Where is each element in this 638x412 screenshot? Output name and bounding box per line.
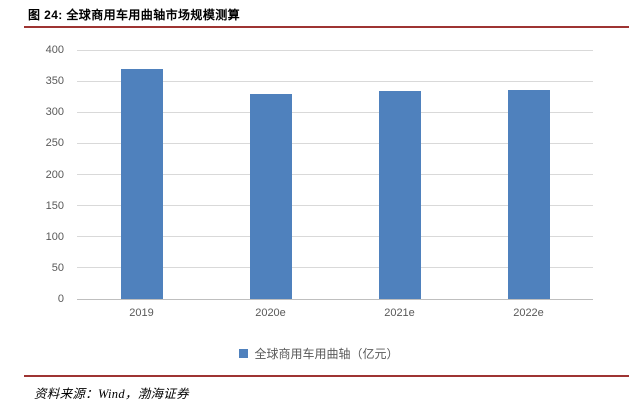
- chart-legend: 全球商用车用曲轴（亿元）: [0, 345, 638, 361]
- x-axis-tick-label: 2020e: [255, 307, 286, 319]
- figure-title: 图 24: 全球商用车用曲轴市场规模测算: [28, 8, 241, 22]
- gridline: [77, 298, 593, 300]
- x-axis: 2019 2020e 2021e 2022e: [77, 307, 593, 323]
- y-axis-tick-label: 300: [45, 106, 64, 119]
- y-axis-tick-label: 200: [45, 168, 64, 181]
- y-axis-tick-label: 150: [45, 199, 64, 212]
- bar-2019: [120, 69, 163, 299]
- gridline: [77, 142, 593, 144]
- gridline: [77, 267, 593, 269]
- gridline: [77, 174, 593, 175]
- plot-area: [77, 49, 593, 300]
- gridline: [77, 49, 593, 51]
- x-axis-tick-label: 2022e: [513, 307, 544, 319]
- y-axis-tick-label: 0: [57, 293, 64, 305]
- y-axis-tick-label: 350: [45, 75, 64, 88]
- gridline: [77, 111, 593, 113]
- y-axis-tick-label: 50: [51, 261, 64, 274]
- y-axis-tick-label: 400: [45, 44, 64, 56]
- bar-2020e: [249, 94, 292, 299]
- legend-marker-icon: [239, 348, 249, 358]
- bottom-divider: [24, 375, 629, 377]
- x-axis-tick-label: 2021e: [384, 307, 415, 319]
- gridline: [77, 205, 593, 207]
- x-axis-tick-label: 2019: [129, 307, 154, 319]
- source-note: 资料来源：Wind，渤海证券: [34, 387, 189, 401]
- legend-label: 全球商用车用曲轴（亿元）: [254, 346, 399, 361]
- y-axis: 0 50 100 150 200 250 300 350 400: [28, 44, 70, 305]
- gridline: [77, 80, 593, 82]
- y-axis-tick-label: 250: [45, 137, 64, 150]
- bar-2022e: [507, 90, 550, 299]
- y-axis-tick-label: 100: [45, 230, 64, 243]
- top-divider: [24, 26, 629, 28]
- gridline: [77, 236, 593, 238]
- bar-2021e: [378, 91, 421, 299]
